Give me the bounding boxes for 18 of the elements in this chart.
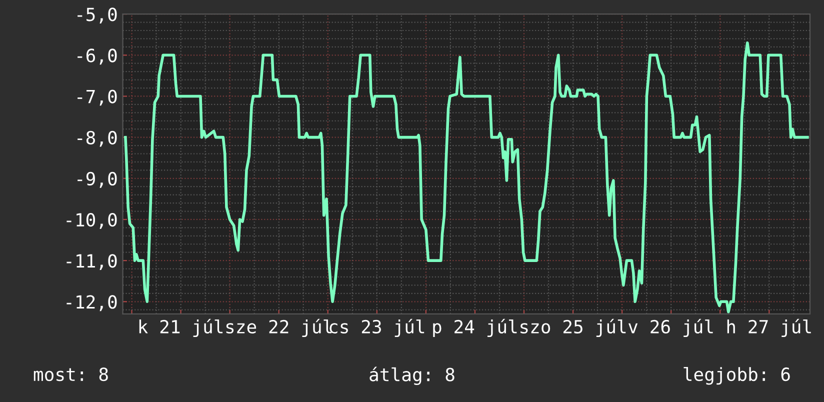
text: legjobb: 6 <box>684 367 790 385</box>
x-tick-label: h 27 júl <box>727 318 811 338</box>
x-tick-label: sze 22 júl <box>226 318 332 338</box>
y-tick-label: -7,0 <box>78 90 117 106</box>
text: most: 8 <box>34 368 108 382</box>
y-tick-label: -6,0 <box>78 48 117 65</box>
x-tick-label: v 26 júl <box>628 318 713 338</box>
x-tick-label: p 24 júl <box>433 318 517 338</box>
y-tick-label: -9,0 <box>78 172 117 188</box>
y-tick-label: -12,0 <box>66 295 117 312</box>
y-tick-label: -10,0 <box>66 212 117 229</box>
x-tick-label: szo 25 júl <box>520 318 626 338</box>
y-tick-label: -5,0 <box>78 8 117 24</box>
x-tick-label: k 21 júl <box>139 318 223 338</box>
text: átlag: 8 <box>370 366 454 386</box>
y-tick-label: -8,0 <box>78 130 117 147</box>
y-tick-label: -11,0 <box>66 254 117 270</box>
x-tick-label: cs 23 júl <box>330 318 424 338</box>
